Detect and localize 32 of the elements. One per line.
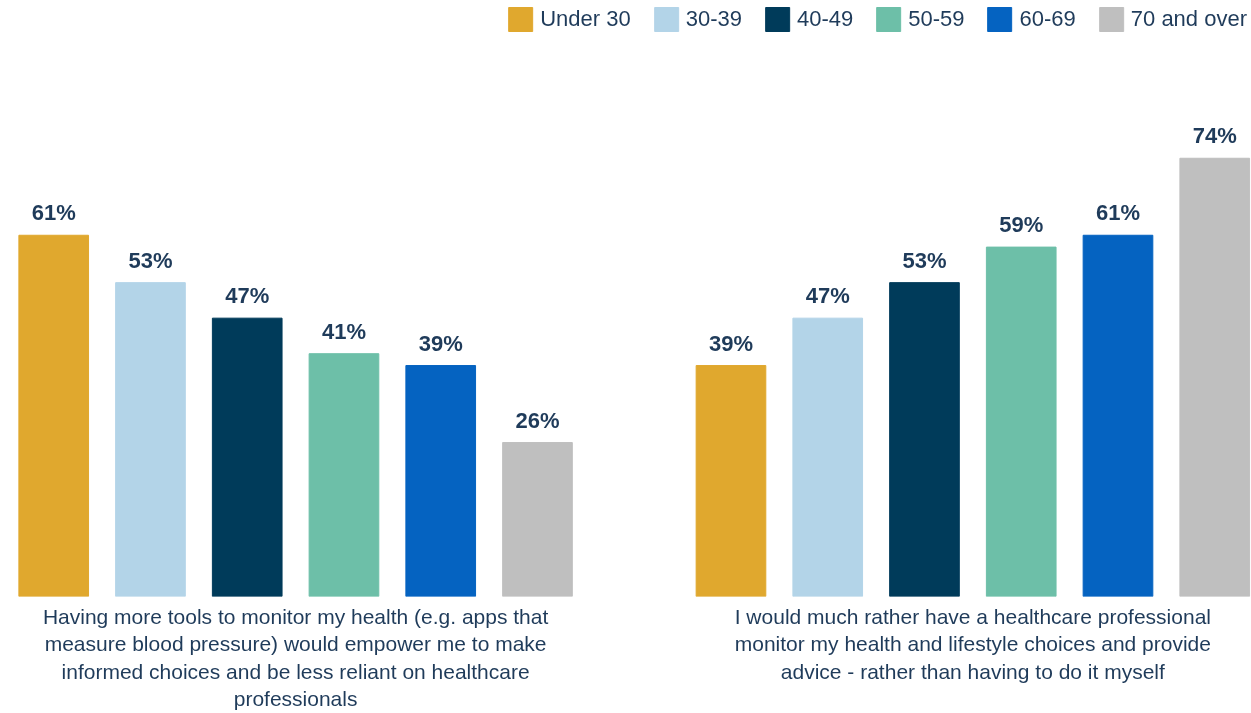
data-label: 61% [31,200,76,226]
data-label: 26% [515,407,560,433]
data-label: 47% [225,283,270,309]
data-label: 74% [1192,123,1237,149]
data-label: 47% [805,283,850,309]
legend-label: 50-59 [908,6,965,32]
x-tick-label: Having more tools to monitor my health (e.g. apps that measure blood pressure) would empower me to make informed choices and be less reliant on healthcare professionals [42,604,549,711]
legend-label: Under 30 [540,6,631,32]
bar [792,317,864,597]
legend-label: 40-49 [796,6,854,32]
legend-label: 60-69 [1019,6,1076,32]
bar [18,234,90,597]
data-label: 59% [999,212,1044,238]
bar [889,282,960,597]
bar [308,353,380,597]
bar [211,317,283,597]
legend-label: 70 and over [1130,6,1247,32]
bar [502,442,573,597]
legend-label: 30-39 [685,6,742,32]
bar [115,282,186,597]
bar [1179,157,1251,597]
data-label: 39% [418,330,463,356]
bar [405,365,477,597]
data-label: 39% [708,330,754,356]
bar [695,365,767,597]
data-label: 53% [128,247,173,273]
data-label: 53% [902,247,947,273]
data-label: 41% [321,318,366,344]
x-tick-label: I would much rather have a healthcare professional monitor my health and lifestyle choices and provide advice - rather than having to do it myself [734,604,1211,683]
bar [1082,234,1154,597]
data-label: 61% [1095,200,1141,226]
bar [985,246,1057,597]
